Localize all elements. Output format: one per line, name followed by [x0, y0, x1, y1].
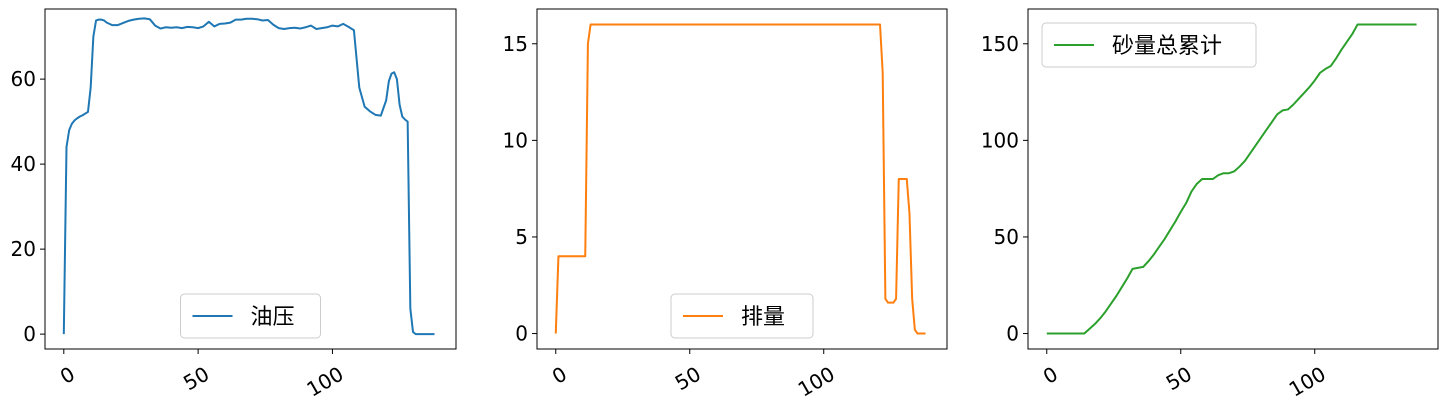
series-line-0-0 — [62, 17, 435, 336]
plot-frame — [1027, 8, 1439, 350]
x-tick-label: 50 — [671, 362, 705, 396]
x-tick-label: 100 — [1285, 362, 1330, 402]
x-tick-label: 50 — [179, 362, 213, 396]
y-tick-label: 15 — [503, 32, 528, 56]
legend-label: 排量 — [741, 305, 785, 330]
x-tick-label: 0 — [56, 362, 79, 389]
plot-frame — [44, 8, 457, 350]
x-tick-label: 100 — [794, 362, 839, 402]
series-line-2-0 — [1046, 23, 1417, 335]
chart-panel-sand-cumulative: 0 50 100 150 0 50 100 砂量总累计 — [981, 8, 1439, 402]
legend: 油压 — [180, 293, 321, 339]
chart-panel-flow-rate: 0 5 10 15 0 50 100 排量 — [503, 8, 948, 402]
y-tick-label: 40 — [11, 152, 36, 176]
y-tick-label: 100 — [981, 128, 1019, 152]
y-tick-label: 20 — [11, 237, 36, 261]
x-tick-label: 0 — [548, 362, 571, 389]
plot-frame — [536, 8, 948, 350]
y-tick-label: 5 — [515, 225, 528, 249]
legend-box — [180, 293, 321, 339]
x-tick-label: 100 — [302, 362, 347, 402]
y-tick-label: 0 — [1006, 322, 1019, 346]
y-tick-label: 0 — [23, 322, 36, 346]
legend-label: 油压 — [251, 305, 295, 330]
legend-box — [1041, 22, 1257, 68]
legend: 排量 — [670, 293, 814, 339]
y-tick-label: 10 — [503, 128, 528, 152]
y-tick-label: 0 — [515, 322, 528, 346]
y-tick-label: 150 — [981, 32, 1019, 56]
y-tick-label: 60 — [11, 67, 36, 91]
legend-box — [670, 293, 814, 339]
legend-label: 砂量总累计 — [1112, 34, 1222, 59]
series-line-1-0 — [554, 23, 926, 335]
x-tick-label: 0 — [1039, 362, 1062, 389]
legend: 砂量总累计 — [1041, 22, 1257, 68]
y-tick-label: 50 — [994, 225, 1019, 249]
chart-panel-oil-pressure: 0 20 40 60 0 50 100 油压 — [11, 8, 457, 402]
x-tick-label: 50 — [1162, 362, 1196, 396]
